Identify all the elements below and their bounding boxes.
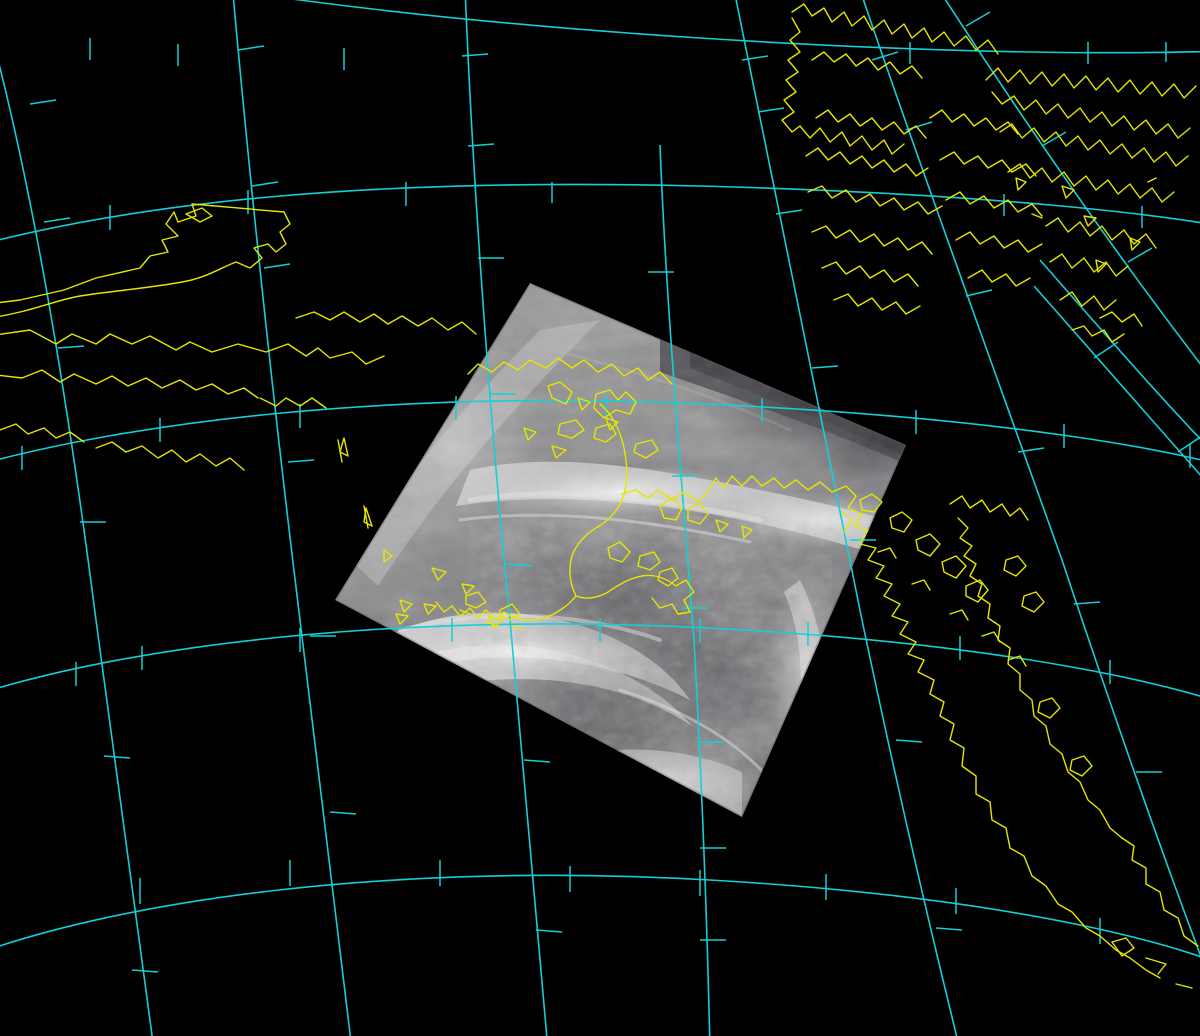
parallel-40n [0, 874, 1200, 958]
meridian-120w [1039, 259, 1200, 440]
ticks-meridian-130w [965, 11, 1153, 263]
parallel-80n [293, 0, 1200, 54]
meridian-160w [659, 144, 711, 1036]
parallels-group [0, 0, 1200, 958]
meridian-180 [232, 0, 352, 1036]
coastline-canadian-arctic-archipelago [781, 3, 1157, 315]
ticks-parallel-80n [89, 38, 1167, 70]
coastline-chukotka-siberia [0, 203, 503, 629]
coastline-canada-west [841, 485, 1193, 989]
meridian-170e [0, 64, 153, 1036]
ticks-parallel-60n [21, 394, 1191, 470]
meridian-140w [862, 0, 1200, 957]
ticks-meridian-170w [461, 53, 563, 933]
coastline-canada-mainland [949, 495, 1199, 947]
coastline-bering-islands [523, 397, 753, 539]
ticks-parallel-40n [139, 860, 1101, 944]
meridian-130w [944, 0, 1200, 365]
ticks-parallel-70n [109, 182, 1143, 230]
ticks-meridian-140w [871, 51, 1162, 773]
parallel-60n [0, 399, 1200, 461]
ticks-meridian-160w [648, 271, 726, 941]
ticks-meridian-110w [1093, 341, 1200, 453]
meridian-150w [735, 0, 958, 1036]
meridian-110w [1033, 285, 1200, 476]
coastline-greenland [985, 67, 1197, 343]
meridian-170w [464, 0, 548, 1036]
parallel-50n [0, 623, 1200, 697]
ticks-parallel-50n [75, 618, 1111, 686]
coastline-alaska [395, 357, 847, 631]
parallel-70n [0, 183, 1200, 241]
ticks-meridian-170e [29, 99, 159, 973]
ticks-meridian-180 [237, 45, 357, 815]
